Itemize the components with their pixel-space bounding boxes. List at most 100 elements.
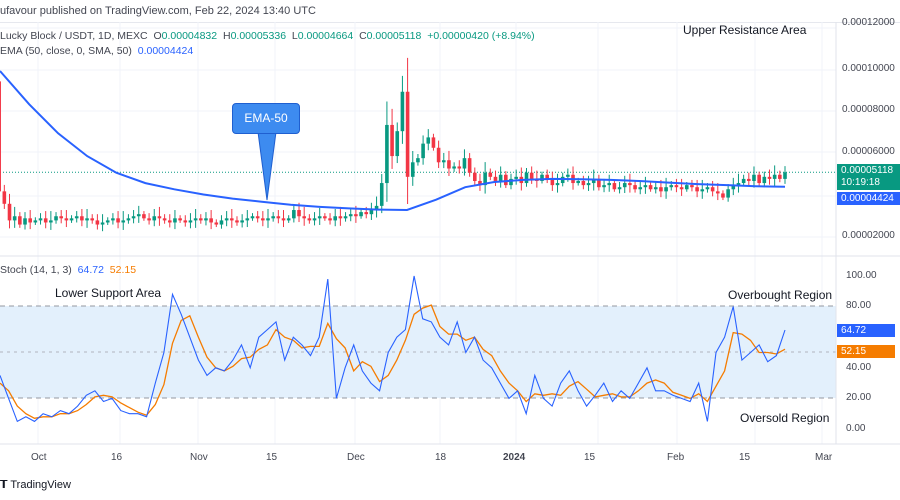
- candle-body[interactable]: [550, 178, 555, 186]
- candle-body[interactable]: [111, 218, 115, 221]
- candle-body[interactable]: [297, 210, 301, 217]
- candle-body[interactable]: [679, 187, 684, 190]
- candle-body[interactable]: [292, 210, 296, 219]
- candle-body[interactable]: [762, 176, 767, 184]
- candle-body[interactable]: [235, 220, 239, 223]
- candle-body[interactable]: [374, 205, 379, 211]
- stoch-legend[interactable]: Stoch (14, 1, 3) 64.72 52.15: [0, 264, 137, 276]
- candle-body[interactable]: [183, 220, 188, 223]
- candle-body[interactable]: [545, 174, 549, 179]
- candle-body[interactable]: [669, 185, 674, 188]
- candle-body[interactable]: [638, 187, 643, 190]
- candle-body[interactable]: [12, 216, 17, 221]
- candle-body[interactable]: [343, 216, 348, 219]
- candle-body[interactable]: [219, 220, 224, 225]
- candle-body[interactable]: [33, 220, 38, 223]
- candle-body[interactable]: [276, 216, 281, 219]
- candle-body[interactable]: [736, 183, 741, 186]
- candle-body[interactable]: [659, 187, 663, 192]
- candle-body[interactable]: [85, 218, 89, 221]
- candle-body[interactable]: [602, 185, 606, 188]
- candle-body[interactable]: [436, 147, 441, 163]
- candle-body[interactable]: [628, 183, 632, 186]
- candle-body[interactable]: [328, 218, 332, 221]
- candle-body[interactable]: [2, 191, 7, 204]
- candle-body[interactable]: [690, 185, 694, 188]
- candle-body[interactable]: [473, 172, 477, 181]
- candle-body[interactable]: [643, 185, 648, 188]
- candle-body[interactable]: [447, 160, 451, 169]
- candle-body[interactable]: [700, 189, 705, 192]
- candle-body[interactable]: [307, 218, 312, 221]
- candle-body[interactable]: [581, 180, 586, 186]
- candle-body[interactable]: [28, 218, 32, 223]
- candle-body[interactable]: [441, 160, 446, 163]
- candle-body[interactable]: [633, 185, 637, 190]
- candle-body[interactable]: [126, 218, 131, 221]
- candle-body[interactable]: [752, 174, 756, 181]
- candle-body[interactable]: [509, 178, 513, 186]
- candle-body[interactable]: [648, 185, 653, 190]
- candle-body[interactable]: [261, 218, 265, 221]
- candle-body[interactable]: [721, 193, 725, 198]
- candle-body[interactable]: [80, 216, 84, 221]
- candle-body[interactable]: [230, 218, 234, 221]
- symbol-name[interactable]: Lucky Block / USDT, 1D, MEXC: [0, 30, 148, 42]
- candle-body[interactable]: [18, 216, 22, 225]
- candle-body[interactable]: [49, 220, 53, 223]
- candle-body[interactable]: [69, 218, 74, 221]
- candle-body[interactable]: [162, 218, 167, 221]
- candle-body[interactable]: [488, 172, 493, 177]
- candle-body[interactable]: [152, 216, 157, 221]
- candle-body[interactable]: [100, 222, 105, 225]
- candle-body[interactable]: [7, 203, 12, 221]
- candle-body[interactable]: [504, 174, 508, 186]
- candle-body[interactable]: [157, 216, 162, 219]
- candle-body[interactable]: [421, 143, 425, 159]
- candle-body[interactable]: [59, 216, 63, 219]
- candle-body[interactable]: [591, 178, 596, 184]
- candle-body[interactable]: [684, 185, 689, 190]
- candle-body[interactable]: [617, 187, 622, 190]
- candle-body[interactable]: [105, 220, 110, 223]
- candle-body[interactable]: [302, 216, 306, 219]
- candle-body[interactable]: [778, 174, 782, 179]
- candle-body[interactable]: [364, 212, 369, 215]
- candle-body[interactable]: [695, 187, 699, 192]
- candle-body[interactable]: [348, 214, 353, 217]
- candle-body[interactable]: [524, 172, 529, 184]
- candle-body[interactable]: [369, 210, 374, 215]
- candle-body[interactable]: [136, 214, 141, 217]
- candle-body[interactable]: [240, 220, 244, 223]
- candle-body[interactable]: [245, 218, 250, 221]
- candle-body[interactable]: [674, 185, 679, 188]
- candle-body[interactable]: [416, 158, 420, 163]
- candle-body[interactable]: [266, 218, 270, 221]
- candle-body[interactable]: [400, 91, 405, 132]
- candle-body[interactable]: [741, 178, 746, 184]
- candle-body[interactable]: [767, 176, 772, 179]
- candle-body[interactable]: [198, 218, 203, 221]
- candle-body[interactable]: [188, 220, 193, 223]
- candle-body[interactable]: [731, 185, 736, 190]
- candle-body[interactable]: [498, 174, 503, 181]
- candle-body[interactable]: [385, 124, 389, 184]
- candle-body[interactable]: [323, 216, 327, 219]
- candle-body[interactable]: [410, 162, 415, 177]
- candle-body[interactable]: [555, 183, 560, 186]
- candle-body[interactable]: [116, 218, 120, 223]
- candle-body[interactable]: [653, 187, 658, 190]
- candle-body[interactable]: [173, 218, 177, 223]
- candle-body[interactable]: [0, 81, 1, 192]
- candle-body[interactable]: [23, 218, 27, 225]
- candle-body[interactable]: [783, 172, 787, 179]
- candle-body[interactable]: [597, 178, 601, 188]
- candle-body[interactable]: [612, 183, 617, 190]
- candle-body[interactable]: [95, 220, 100, 225]
- candle-body[interactable]: [224, 218, 229, 221]
- candle-body[interactable]: [142, 214, 146, 219]
- candle-body[interactable]: [333, 216, 338, 221]
- candle-body[interactable]: [354, 214, 358, 217]
- candle-body[interactable]: [90, 218, 95, 221]
